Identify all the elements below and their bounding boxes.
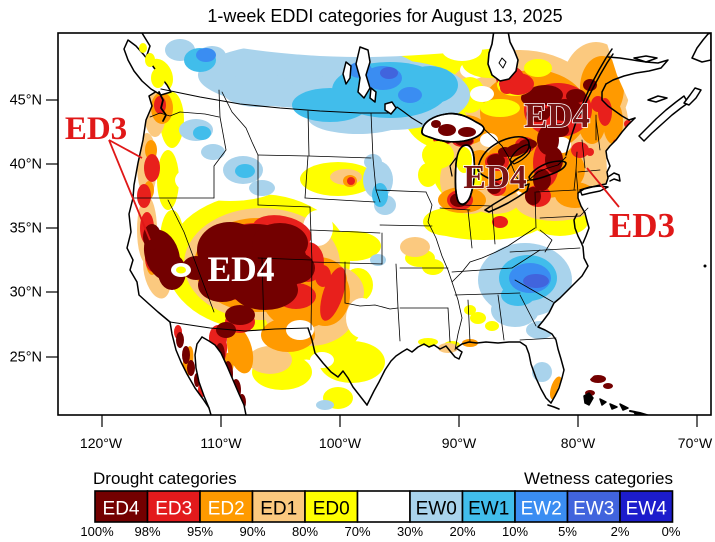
svg-text:110°W: 110°W — [200, 435, 242, 451]
svg-text:EW0: EW0 — [416, 499, 457, 520]
svg-text:EW4: EW4 — [626, 499, 668, 520]
svg-text:100%: 100% — [80, 524, 114, 539]
svg-text:80%: 80% — [292, 524, 318, 539]
svg-text:90°W: 90°W — [442, 435, 477, 451]
svg-text:ED4: ED4 — [463, 159, 527, 196]
svg-text:ED4: ED4 — [524, 96, 590, 135]
svg-text:Drought categories: Drought categories — [93, 469, 237, 488]
svg-text:35°N: 35°N — [10, 221, 42, 237]
svg-text:1-week EDDI categories for Aug: 1-week EDDI categories for August 13, 20… — [207, 6, 562, 26]
svg-text:Wetness categories: Wetness categories — [524, 469, 673, 488]
svg-text:2%: 2% — [611, 524, 630, 539]
svg-text:ED3: ED3 — [155, 499, 192, 520]
svg-text:10%: 10% — [502, 524, 528, 539]
svg-text:ED3: ED3 — [65, 111, 127, 147]
svg-text:40°N: 40°N — [10, 157, 42, 173]
svg-text:95%: 95% — [187, 524, 213, 539]
svg-text:30°N: 30°N — [10, 285, 42, 301]
svg-text:EW1: EW1 — [468, 499, 509, 520]
svg-text:ED0: ED0 — [313, 499, 350, 520]
svg-text:80°W: 80°W — [561, 435, 596, 451]
svg-text:30%: 30% — [397, 524, 423, 539]
svg-text:EW3: EW3 — [573, 499, 614, 520]
svg-text:25°N: 25°N — [10, 350, 42, 366]
svg-text:ED3: ED3 — [609, 206, 675, 245]
svg-text:20%: 20% — [449, 524, 475, 539]
svg-text:ED4: ED4 — [207, 249, 274, 289]
svg-text:90%: 90% — [239, 524, 265, 539]
svg-text:100°W: 100°W — [319, 435, 362, 451]
svg-text:70%: 70% — [344, 524, 370, 539]
svg-text:70°W: 70°W — [678, 435, 713, 451]
svg-text:98%: 98% — [134, 524, 160, 539]
svg-text:ED4: ED4 — [103, 499, 140, 520]
svg-text:120°W: 120°W — [80, 435, 123, 451]
svg-text:0%: 0% — [662, 524, 681, 539]
svg-text:ED2: ED2 — [208, 499, 245, 520]
svg-text:ED1: ED1 — [260, 499, 297, 520]
svg-text:EW2: EW2 — [521, 499, 562, 520]
svg-text:45°N: 45°N — [10, 93, 42, 109]
svg-text:5%: 5% — [558, 524, 577, 539]
